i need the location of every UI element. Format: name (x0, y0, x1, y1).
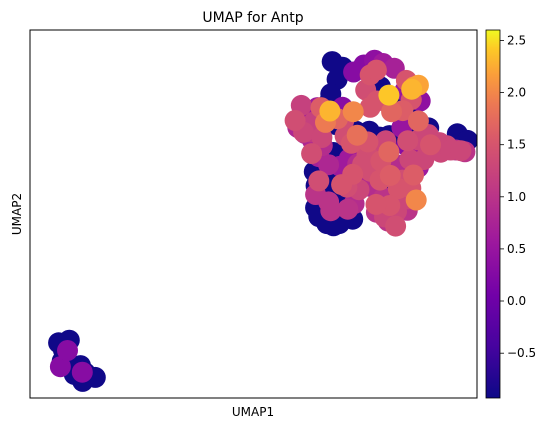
x-axis-label: UMAP1 (232, 405, 274, 419)
scatter-point (385, 215, 407, 237)
scatter-point (346, 124, 368, 146)
scatter-point (365, 193, 387, 215)
colorbar-tick-label: 1.0 (507, 190, 526, 204)
scatter-point (71, 361, 93, 383)
scatter-point (284, 110, 306, 131)
y-axis-label: UMAP2 (10, 193, 24, 235)
scatter-point (381, 101, 403, 123)
scatter-point (319, 100, 341, 122)
colorbar-ticks: −0.5 0.0 0.5 1.0 1.5 2.0 2.5 (500, 33, 536, 360)
scatter-point (397, 130, 419, 152)
colorbar-tick-label: 0.0 (507, 294, 526, 308)
scatter-point (420, 134, 441, 156)
scatter-point (378, 84, 400, 106)
colorbar-tick-label: 2.5 (507, 33, 526, 47)
scatter-point (379, 164, 401, 186)
scatter-point (378, 141, 400, 163)
scatter-point (365, 59, 387, 81)
chart-title: UMAP for Antp (202, 10, 303, 26)
scatter-point (318, 154, 340, 176)
scatter-point (450, 140, 472, 162)
scatter-point (359, 96, 381, 118)
scatter-point (320, 200, 342, 222)
colorbar (485, 29, 501, 399)
scatter-point (405, 189, 427, 211)
scatter-point (407, 110, 429, 132)
plot-frame (29, 29, 478, 399)
scatter-point (331, 174, 353, 196)
scatter-points (48, 49, 477, 392)
scatter-point (301, 143, 323, 165)
colorbar-tick-label: 2.0 (507, 86, 526, 100)
colorbar-tick-label: 0.5 (507, 242, 526, 256)
scatter-point (403, 164, 424, 186)
scatter-point (308, 170, 330, 192)
scatter-point (401, 78, 423, 100)
scatter-point (342, 101, 364, 123)
colorbar-tick-label: 1.5 (507, 138, 526, 152)
colorbar-tick-label: −0.5 (507, 346, 536, 360)
scatter-point (57, 340, 78, 361)
scatter-point (49, 356, 71, 378)
scatter-point (337, 198, 359, 220)
